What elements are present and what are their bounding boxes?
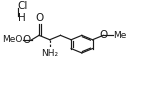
Text: O: O: [100, 30, 108, 40]
Text: H: H: [18, 13, 25, 23]
Text: O: O: [23, 35, 31, 45]
Text: MeO: MeO: [2, 35, 22, 44]
Text: O: O: [35, 13, 43, 23]
Text: NH₂: NH₂: [41, 49, 58, 58]
Text: Me: Me: [113, 31, 127, 40]
Text: Cl: Cl: [18, 1, 28, 11]
